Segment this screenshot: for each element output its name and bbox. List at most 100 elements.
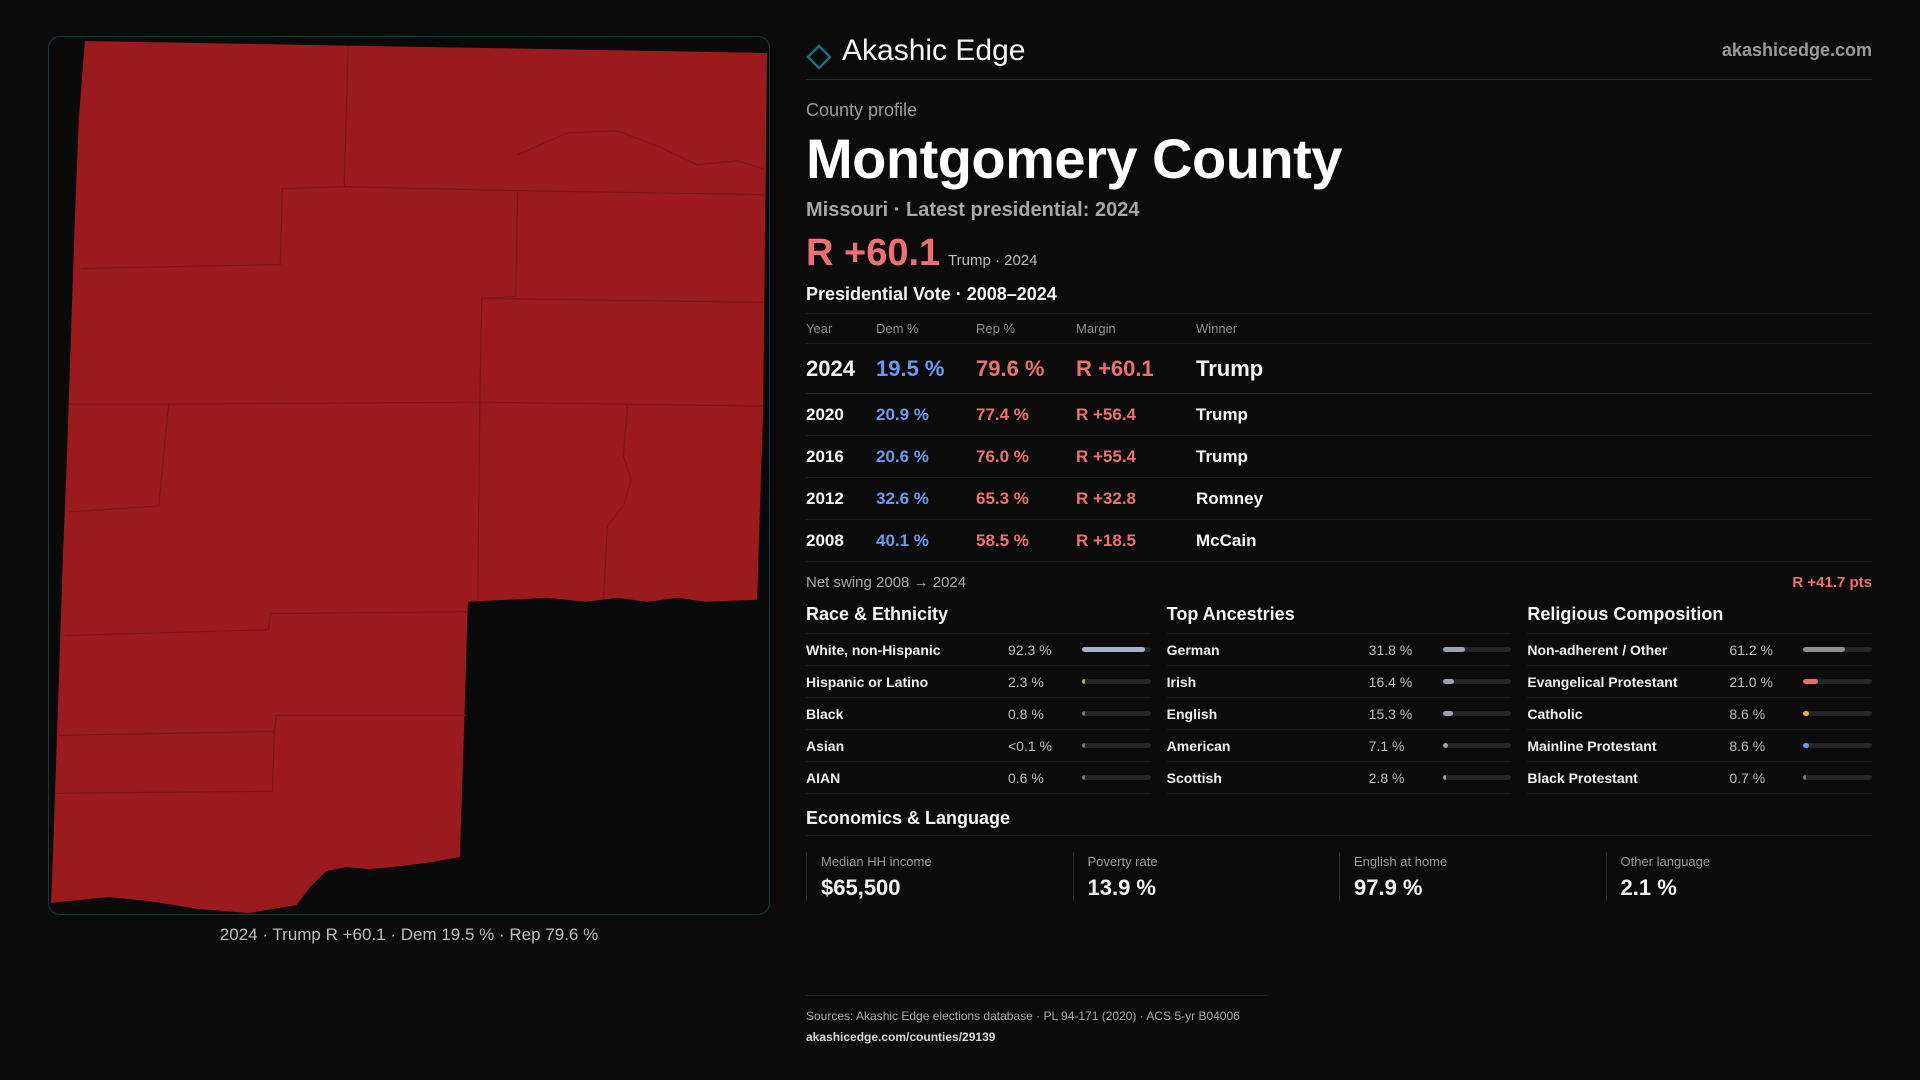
religion-value: 8.6 % [1729,705,1766,722]
net-swing: Net swing 2008 → 2024 R +41.7 pts [806,574,1872,594]
ancestry-value: 7.1 % [1368,737,1405,754]
cell-rep: 76.0 % [976,446,1029,466]
diamond-icon [806,44,832,70]
headline-result: R +60.1 Trump · 2024 [806,232,1872,278]
county-map-svg [50,40,768,914]
cell-rep: 58.5 % [976,530,1029,550]
ancestry-value: 31.8 % [1368,641,1413,658]
religion-bar [1803,647,1873,652]
econ-label: Poverty rate [1087,854,1158,869]
col-winner: Winner [1196,321,1238,336]
econ-card-income: Median HH income $65,500 [806,852,1073,901]
brand-name[interactable]: Akashic Edge [842,34,1026,67]
cell-year: 2008 [806,530,844,550]
vote-table: Year Dem % Rep % Margin Winner 2024 19.5… [806,314,1872,562]
race-row: Hispanic or Latino 2.3 % [806,666,1151,698]
township-lines [54,46,764,794]
race-bar-fill [1082,775,1085,780]
religion-value: 0.7 % [1729,769,1766,786]
map-caption: 2024 · Trump R +60.1 · Dem 19.5 % · Rep … [219,925,599,944]
race-value: 2.3 % [1008,673,1044,690]
economics-title: Economics & Language [806,802,1872,836]
ancestry-label: English [1166,705,1218,722]
ancestry-label: Scottish [1166,769,1222,786]
race-value: 0.6 % [1008,769,1044,786]
religion-bar-fill [1803,679,1818,684]
cell-rep: 77.4 % [976,404,1029,424]
vote-section-title: Presidential Vote · 2008–2024 [806,284,1872,314]
race-value: <0.1 % [1008,737,1052,754]
religion-bar [1803,743,1873,748]
ancestry-row: Scottish 2.8 % [1166,762,1512,794]
religion-bar-fill [1803,775,1807,780]
religion-bar-fill [1803,743,1810,748]
race-label: White, non-Hispanic [806,641,941,658]
race-row: White, non-Hispanic 92.3 % [806,634,1151,666]
table-row: 2020 20.9 % 77.4 % R +56.4 Trump [806,394,1872,436]
ancestry-value: 16.4 % [1368,673,1413,690]
race-value: 0.8 % [1008,705,1044,722]
cell-winner: Romney [1196,488,1264,508]
cell-margin: R +60.1 [1076,355,1154,381]
religion-label: Catholic [1527,705,1583,722]
religion-row: Non-adherent / Other 61.2 % [1527,634,1873,666]
brand-url[interactable]: akashicedge.com [1721,40,1872,60]
religion-bar [1803,679,1873,684]
cell-rep: 79.6 % [976,355,1045,381]
religion-label: Black Protestant [1527,769,1638,786]
cell-margin: R +32.8 [1076,488,1137,508]
page-eyebrow: County profile [806,100,918,120]
religion-label: Non-adherent / Other [1527,641,1668,658]
ancestry-bar-fill [1442,711,1454,716]
race-bar [1082,647,1151,652]
race-ethnicity-section: Race & Ethnicity White, non-Hispanic 92.3… [806,604,1151,794]
ancestry-bar-fill [1442,775,1446,780]
econ-value: $65,500 [821,875,901,900]
cell-dem: 40.1 % [876,530,929,550]
cell-year: 2020 [806,404,844,424]
cell-winner: McCain [1196,530,1257,550]
headline-note: Trump · 2024 [948,252,1038,269]
race-bar-fill [1082,743,1085,748]
ancestry-rows: German 31.8 % Irish 16.4 % English 15.3 % Amer… [1166,634,1512,794]
religion-rows: Non-adherent / Other 61.2 % Evangelical Pr… [1527,634,1873,794]
ancestry-value: 15.3 % [1368,705,1413,722]
river-cutout [296,857,464,914]
religion-label: Mainline Protestant [1527,737,1657,754]
race-rows: White, non-Hispanic 92.3 % Hispanic or Lat… [806,634,1151,794]
religion-bar [1803,711,1873,716]
sources-url[interactable]: akashicedge.com/counties/29139 [806,1030,996,1044]
race-bar [1082,743,1151,748]
econ-label: English at home [1354,854,1448,869]
race-bar-fill [1082,679,1085,684]
ancestry-bar [1442,647,1512,652]
ancestry-title: Top Ancestries [1166,604,1512,634]
col-margin: Margin [1076,321,1116,336]
ancestry-bar [1442,679,1512,684]
sources-text: Sources: Akashic Edge elections database… [806,1009,1240,1023]
county-map[interactable] [48,36,770,915]
race-label: Asian [806,737,845,754]
table-row: 2012 32.6 % 65.3 % R +32.8 Romney [806,478,1872,520]
cell-rep: 65.3 % [976,488,1029,508]
cell-winner: Trump [1196,446,1248,466]
swing-label: Net swing 2008 → 2024 [806,574,967,591]
race-bar [1082,679,1151,684]
table-row: 2016 20.6 % 76.0 % R +55.4 Trump [806,436,1872,478]
ancestry-label: American [1166,737,1231,754]
race-row: Black 0.8 % [806,698,1151,730]
swing-value: R +41.7 pts [1792,574,1872,591]
religion-title: Religious Composition [1527,604,1873,634]
col-dem: Dem % [876,321,919,336]
demographics-grid: Race & Ethnicity White, non-Hispanic 92.3… [806,604,1873,794]
ancestry-row: German 31.8 % [1166,634,1512,666]
ancestry-bar-fill [1442,679,1454,684]
page-title: Montgomery County [806,127,1342,190]
religion-section: Religious Composition Non-adherent / Oth… [1527,604,1873,794]
religion-bar-fill [1803,711,1810,716]
race-bar [1082,775,1151,780]
race-label: Hispanic or Latino [806,673,929,690]
cell-year: 2024 [806,355,855,381]
cell-winner: Trump [1196,355,1264,381]
religion-row: Mainline Protestant 8.6 % [1527,730,1873,762]
